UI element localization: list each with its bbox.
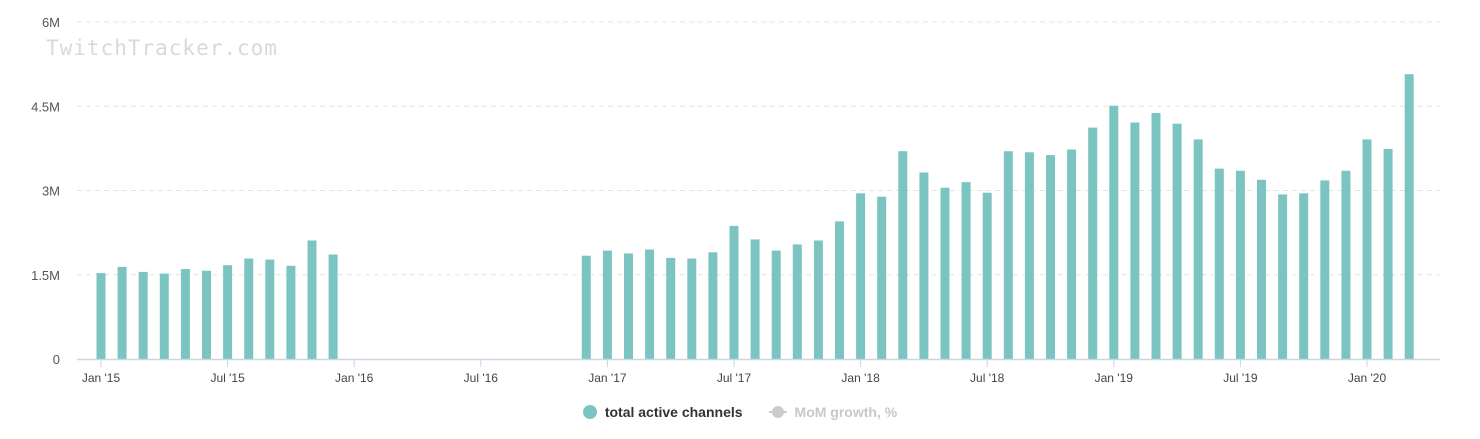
x-tick-label: Jan '15 xyxy=(82,371,121,385)
bar[interactable] xyxy=(1214,168,1224,359)
bar[interactable] xyxy=(856,193,866,359)
bar[interactable] xyxy=(1109,105,1119,359)
bar[interactable] xyxy=(244,258,254,360)
x-tick-label: Jan '17 xyxy=(588,371,627,385)
x-tick-label: Jul '15 xyxy=(210,371,245,385)
bar[interactable] xyxy=(961,182,971,359)
bar[interactable] xyxy=(940,187,950,359)
bar[interactable] xyxy=(602,250,612,359)
legend-item-mom-growth[interactable]: MoM growth, % xyxy=(768,404,898,420)
axes-group: 0 1.5M 3M 4.5M 6M Jan '15 Jul '15 Jan '16 Jul '1… xyxy=(31,15,1440,385)
x-tick-label: Jul '18 xyxy=(970,371,1005,385)
x-tick-label: Jul '19 xyxy=(1223,371,1258,385)
bar[interactable] xyxy=(1088,127,1098,359)
y-tick-label: 1.5M xyxy=(31,268,60,283)
x-tick-label: Jan '16 xyxy=(335,371,374,385)
x-tick-label: Jul '16 xyxy=(464,371,499,385)
bar[interactable] xyxy=(645,249,655,360)
bar[interactable] xyxy=(1278,194,1288,359)
bar[interactable] xyxy=(919,172,929,360)
bar[interactable] xyxy=(1003,151,1013,359)
bar[interactable] xyxy=(1151,113,1161,359)
legend-line-marker-icon xyxy=(768,405,787,419)
bar[interactable] xyxy=(792,244,802,359)
bar[interactable] xyxy=(1046,155,1055,359)
bar[interactable] xyxy=(202,270,211,359)
y-tick-label: 3M xyxy=(42,184,60,199)
bar[interactable] xyxy=(1130,122,1140,360)
bar[interactable] xyxy=(687,258,697,360)
bar[interactable] xyxy=(1341,170,1351,359)
watermark-text: TwitchTracker.com xyxy=(46,36,278,60)
x-tick-label: Jan '19 xyxy=(1095,371,1134,385)
bar[interactable] xyxy=(307,240,317,360)
bar[interactable] xyxy=(729,225,739,359)
bar[interactable] xyxy=(771,250,781,359)
bar[interactable] xyxy=(1024,152,1034,359)
bar[interactable] xyxy=(750,239,760,359)
x-tick-label: Jan '18 xyxy=(841,371,880,385)
bar[interactable] xyxy=(286,265,296,359)
grid-lines xyxy=(77,21,1440,276)
y-tick-label: 0 xyxy=(53,352,60,367)
bar[interactable] xyxy=(1404,74,1414,359)
legend-label: MoM growth, % xyxy=(794,404,898,420)
bar[interactable] xyxy=(1320,180,1330,359)
bar[interactable] xyxy=(138,271,148,359)
bar[interactable] xyxy=(1193,139,1203,359)
bar[interactable] xyxy=(223,265,233,359)
bar[interactable] xyxy=(117,266,127,359)
y-tick-label: 6M xyxy=(42,15,60,30)
bar[interactable] xyxy=(1067,149,1077,360)
legend-label: total active channels xyxy=(604,404,743,420)
bar[interactable] xyxy=(328,254,338,360)
bar[interactable] xyxy=(666,257,676,359)
bar[interactable] xyxy=(813,240,823,360)
legend-item-total-active-channels[interactable]: total active channels xyxy=(582,404,743,420)
bar[interactable] xyxy=(159,273,169,359)
bar[interactable] xyxy=(708,252,718,359)
bar[interactable] xyxy=(877,196,887,359)
bar[interactable] xyxy=(1172,123,1182,359)
bar[interactable] xyxy=(1299,193,1309,359)
bar[interactable] xyxy=(982,192,992,359)
x-tick-label: Jan '20 xyxy=(1348,371,1387,385)
bar[interactable] xyxy=(265,259,275,359)
bar[interactable] xyxy=(1383,148,1393,359)
bar-chart: TwitchTracker.com 0 1.5M 3M 4.5M 6M Jan '15 Ju… xyxy=(31,15,1440,385)
legend-dot-icon xyxy=(582,405,597,419)
bars-group xyxy=(96,74,1414,360)
bar[interactable] xyxy=(581,255,591,359)
bar[interactable] xyxy=(1362,139,1372,359)
legend: total active channels MoM growth, % xyxy=(0,404,1480,420)
bar[interactable] xyxy=(898,151,908,359)
bar[interactable] xyxy=(624,253,633,359)
bar[interactable] xyxy=(835,221,844,359)
bar[interactable] xyxy=(96,273,106,359)
bar[interactable] xyxy=(180,269,190,359)
bar[interactable] xyxy=(1235,170,1245,359)
x-tick-label: Jul '17 xyxy=(717,371,752,385)
bar[interactable] xyxy=(1257,179,1266,359)
y-tick-label: 4.5M xyxy=(31,99,60,114)
